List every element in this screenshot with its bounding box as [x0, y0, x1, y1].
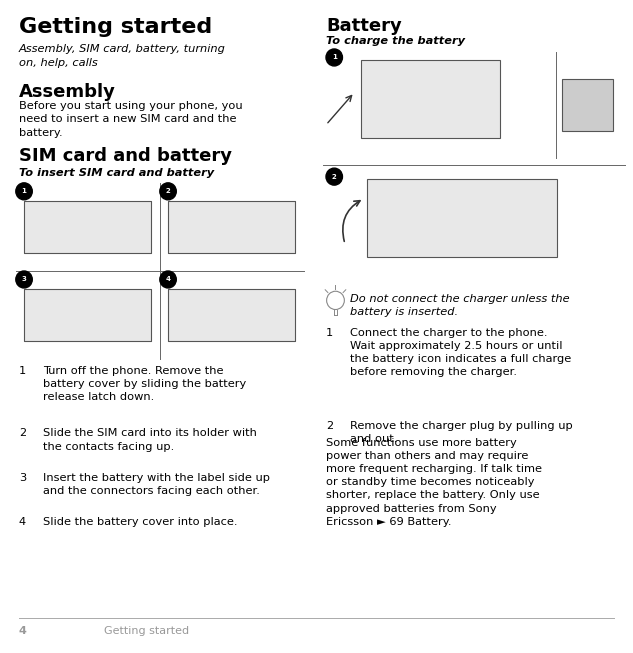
Text: Battery: Battery	[326, 17, 402, 35]
Circle shape	[160, 271, 177, 288]
Text: 2: 2	[326, 421, 333, 430]
Text: 1: 1	[19, 366, 26, 375]
Text: To insert SIM card and battery: To insert SIM card and battery	[19, 168, 214, 178]
Circle shape	[327, 291, 344, 310]
Text: 1: 1	[332, 54, 337, 61]
Text: Assembly, SIM card, battery, turning
on, help, calls: Assembly, SIM card, battery, turning on,…	[19, 44, 226, 68]
Text: Getting started: Getting started	[19, 17, 212, 37]
Bar	[168, 201, 295, 253]
Text: Assembly: Assembly	[19, 83, 116, 101]
Text: 4: 4	[166, 276, 170, 283]
Text: Connect the charger to the phone.
Wait approximately 2.5 hours or until
the batt: Connect the charger to the phone. Wait a…	[350, 328, 572, 377]
Text: 2: 2	[166, 188, 170, 195]
Circle shape	[326, 168, 342, 185]
Text: 3: 3	[19, 473, 26, 483]
Bar	[562, 79, 613, 131]
Bar	[25, 201, 151, 253]
Text: Some functions use more battery
power than others and may require
more frequent : Some functions use more battery power th…	[326, 438, 542, 527]
Circle shape	[16, 271, 32, 288]
Text: Turn off the phone. Remove the
battery cover by sliding the battery
release latc: Turn off the phone. Remove the battery c…	[43, 366, 246, 402]
Circle shape	[326, 49, 342, 66]
Bar	[361, 59, 500, 138]
Bar	[168, 289, 295, 341]
Circle shape	[16, 183, 32, 200]
Text: 2: 2	[332, 174, 337, 180]
Text: 4: 4	[19, 626, 27, 635]
Bar	[367, 179, 557, 257]
Text: To charge the battery: To charge the battery	[326, 36, 465, 46]
Text: Slide the SIM card into its holder with
the contacts facing up.: Slide the SIM card into its holder with …	[43, 428, 257, 452]
Text: SIM card and battery: SIM card and battery	[19, 147, 232, 165]
Text: 2: 2	[19, 428, 26, 438]
Text: Slide the battery cover into place.: Slide the battery cover into place.	[43, 517, 237, 527]
Text: 1: 1	[22, 188, 27, 195]
Text: 4: 4	[19, 517, 26, 527]
Text: Do not connect the charger unless the
battery is inserted.: Do not connect the charger unless the ba…	[350, 294, 570, 317]
Text: 1: 1	[326, 328, 333, 338]
Text: Insert the battery with the label side up
and the connectors facing each other.: Insert the battery with the label side u…	[43, 473, 270, 496]
Text: Before you start using your phone, you
need to insert a new SIM card and the
bat: Before you start using your phone, you n…	[19, 101, 242, 138]
Circle shape	[160, 183, 177, 200]
Text: Getting started: Getting started	[104, 626, 189, 635]
Bar	[25, 289, 151, 341]
Text: 3: 3	[22, 276, 27, 283]
Text: Remove the charger plug by pulling up
and out.: Remove the charger plug by pulling up an…	[350, 421, 573, 444]
